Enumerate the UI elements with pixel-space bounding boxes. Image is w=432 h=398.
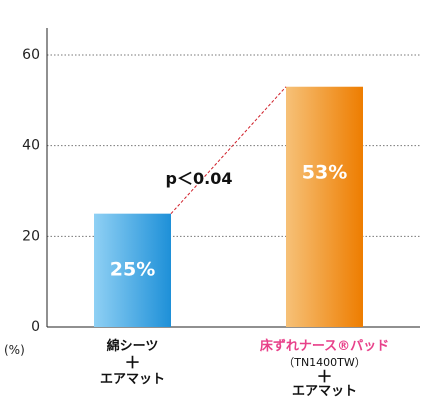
bar-2 bbox=[286, 86, 363, 327]
category-1-bottom: エアマット bbox=[100, 372, 165, 387]
y-tick-label-60: 60 bbox=[22, 47, 40, 63]
bar-1 bbox=[94, 213, 171, 327]
category-2-sub: （TN1400TW） bbox=[283, 356, 366, 369]
significance-connector bbox=[170, 86, 287, 215]
category-1-plus: ＋ bbox=[124, 353, 140, 372]
category-2-bottom: エアマット bbox=[292, 384, 357, 398]
category-2-plus: ＋ bbox=[316, 367, 332, 386]
y-tick-label-40: 40 bbox=[22, 138, 40, 154]
y-tick-label-20: 20 bbox=[22, 228, 40, 244]
y-tick-label-0: 0 bbox=[31, 319, 40, 335]
bar-1-value-label: 25% bbox=[110, 258, 155, 280]
category-1-label: 綿シーツ bbox=[107, 338, 159, 354]
category-2-label: 床ずれナース®パッド bbox=[260, 338, 389, 354]
y-unit-label: (%) bbox=[4, 343, 25, 357]
p-value-annotation: p＜0.04 bbox=[166, 169, 233, 188]
bar-2-value-label: 53% bbox=[302, 162, 347, 184]
